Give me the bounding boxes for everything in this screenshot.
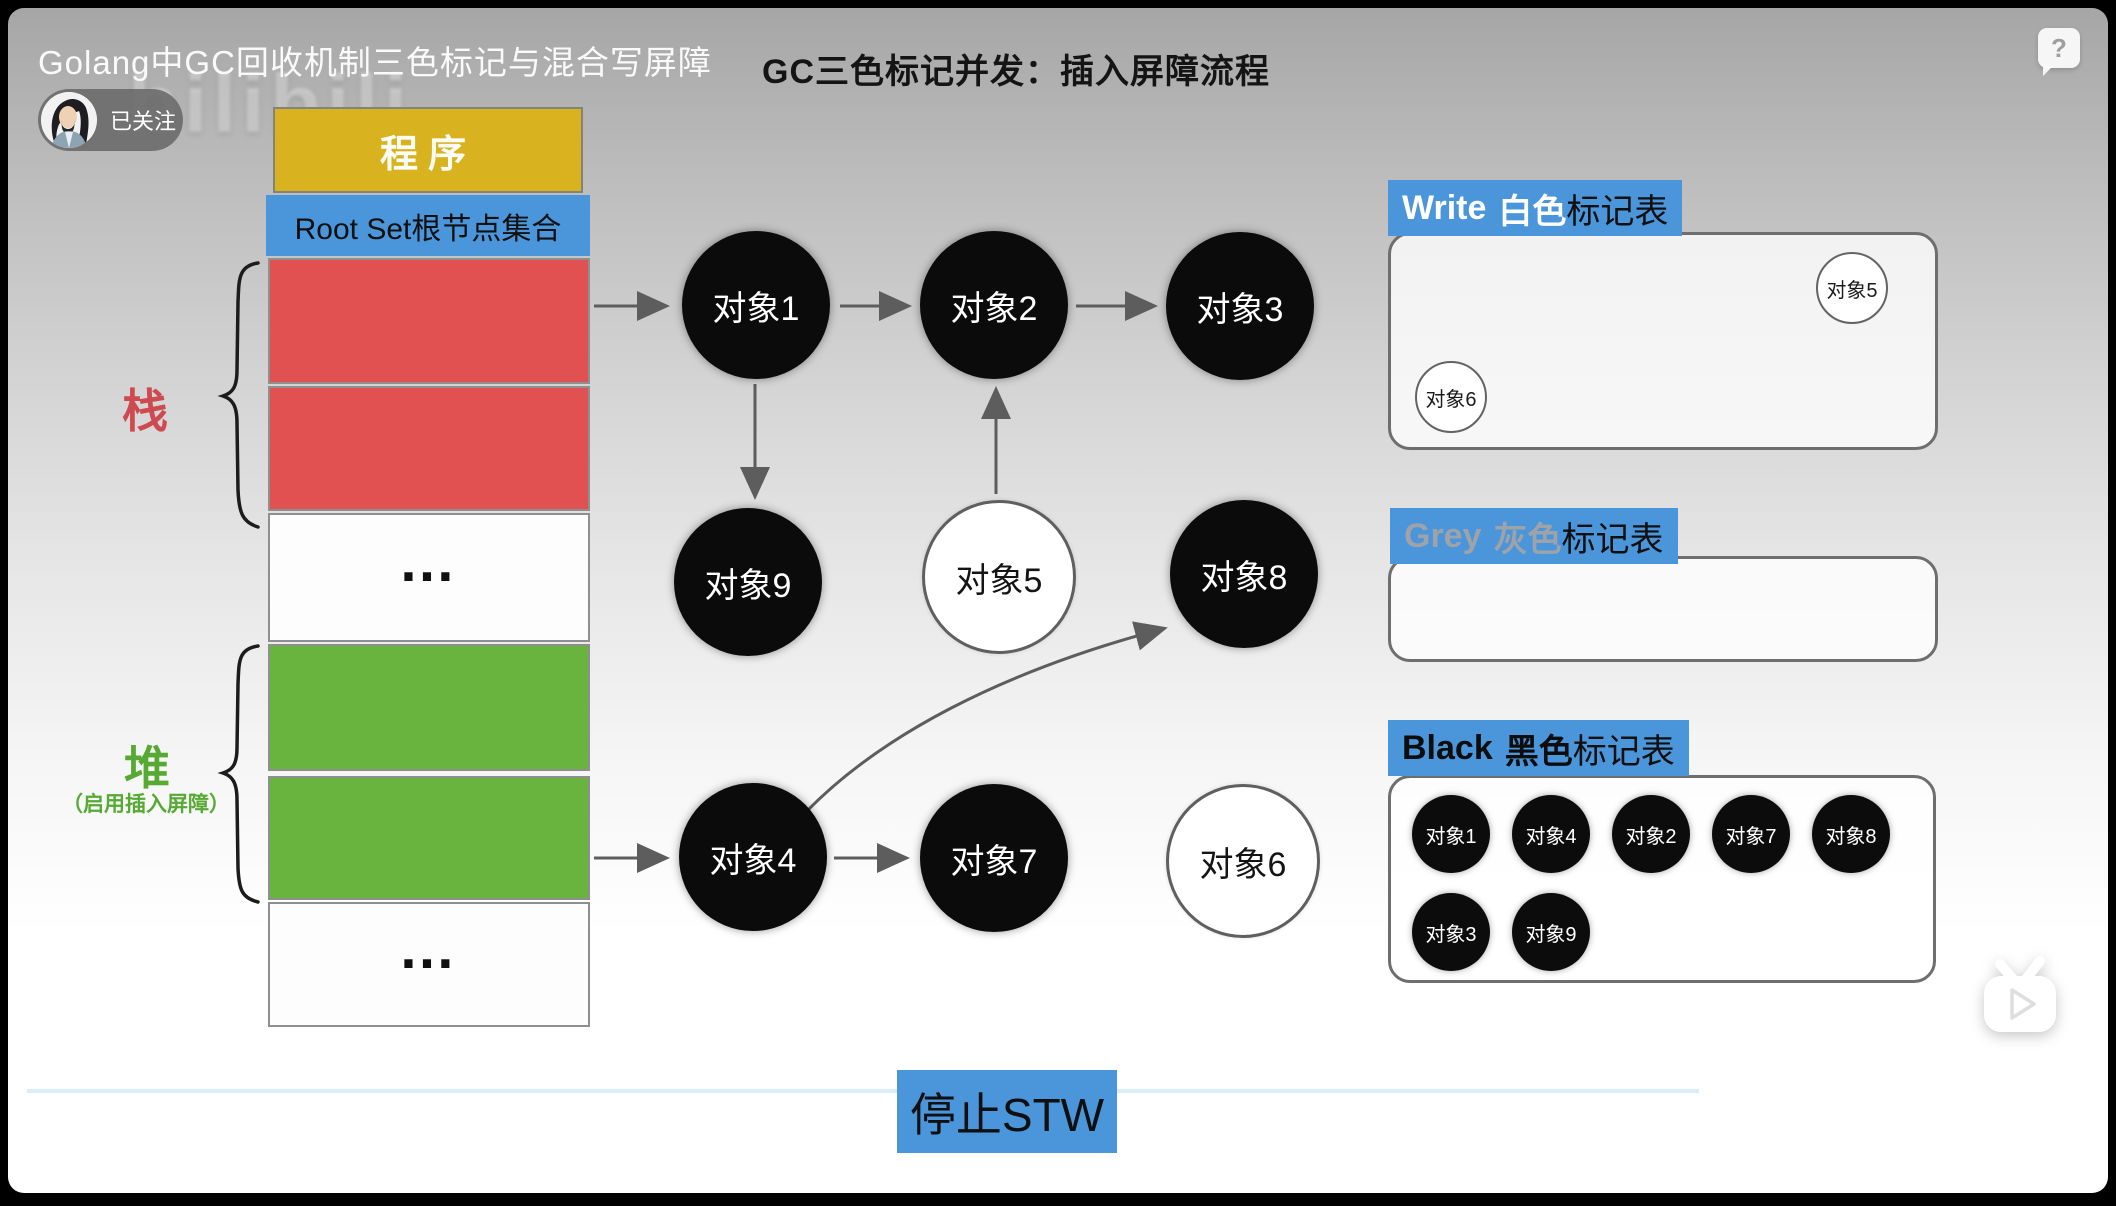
ellipsis: … [398, 529, 460, 594]
program-label: 程序 [379, 133, 476, 176]
divider-line [27, 1089, 1699, 1093]
white-table-item-obj6: 对象6 [1415, 361, 1487, 433]
grey-table-label-color: 灰色 [1493, 520, 1562, 559]
white-table-label-color: 白色 [1498, 192, 1567, 231]
graph-node-obj3: 对象3 [1166, 232, 1314, 380]
bilibili-tv-icon [1984, 956, 2056, 1032]
black-table-item: 对象4 [1512, 795, 1590, 873]
stack-ellipsis-box: … [268, 513, 590, 642]
stack-brace [217, 261, 260, 529]
heap-note: （启用插入屏障） [62, 793, 230, 816]
follow-button[interactable]: 已关注 [38, 89, 183, 151]
question-mark-icon: ? [2051, 32, 2067, 63]
black-table-label-suffix: 标记表 [1572, 732, 1675, 771]
graph-node-obj7: 对象7 [920, 784, 1068, 932]
graph-node-obj5: 对象5 [922, 500, 1076, 654]
white-table-item-obj5: 对象5 [1816, 252, 1888, 324]
avatar-illustration [41, 92, 97, 148]
root-set-box: Root Set根节点集合 [266, 195, 590, 256]
heap-block-2 [268, 776, 590, 900]
heap-ellipsis-box: … [268, 902, 590, 1027]
heap-brace [217, 644, 260, 904]
graph-node-obj2: 对象2 [920, 231, 1068, 379]
black-table-label-color: 黑色 [1504, 732, 1573, 771]
stw-status-banner: 停止STW [897, 1070, 1117, 1153]
stack-frame-2 [268, 386, 590, 511]
grey-table-box [1388, 556, 1938, 662]
black-table-label: Black 黑色 标记表 [1388, 720, 1689, 776]
help-button[interactable]: ? [2038, 28, 2080, 76]
grey-table-label: Grey 灰色 标记表 [1390, 508, 1678, 564]
black-table-item: 对象3 [1412, 893, 1490, 971]
grey-table-label-suffix: 标记表 [1561, 520, 1664, 559]
black-table-item: 对象1 [1412, 795, 1490, 873]
graph-node-obj1: 对象1 [682, 231, 830, 379]
grey-table-label-en: Grey [1404, 516, 1482, 555]
heap-block-1 [268, 644, 590, 771]
white-table-label-suffix: 标记表 [1566, 192, 1669, 231]
video-title: Golang中GC回收机制三色标记与混合写屏障 [38, 44, 712, 81]
graph-node-obj9: 对象9 [674, 508, 822, 656]
black-table-item: 对象9 [1512, 893, 1590, 971]
graph-node-obj8: 对象8 [1170, 500, 1318, 648]
white-table-label: Write 白色 标记表 [1388, 180, 1683, 236]
black-table-item: 对象8 [1812, 795, 1890, 873]
program-box: 程序 [273, 107, 583, 193]
graph-node-obj4: 对象4 [679, 783, 827, 931]
graph-node-obj6: 对象6 [1166, 784, 1320, 938]
uploader-avatar [41, 92, 97, 148]
white-table-label-en: Write [1402, 188, 1487, 227]
follow-label: 已关注 [110, 109, 177, 134]
stack-label: 栈 [122, 385, 168, 437]
ellipsis: … [398, 916, 460, 981]
black-table-items: 对象1 对象4 对象2 对象7 对象8 对象3 对象9 [1412, 795, 1914, 971]
black-table-item: 对象7 [1712, 795, 1790, 873]
heap-label: 堆 [124, 742, 170, 794]
black-table-item: 对象2 [1612, 795, 1690, 873]
slide-title: GC三色标记并发：插入屏障流程 [762, 53, 1270, 91]
edge-obj4-obj8 [804, 621, 1168, 814]
root-set-label: Root Set根节点集合 [294, 212, 562, 246]
black-table-label-en: Black [1402, 728, 1493, 767]
stack-frame-1 [268, 258, 590, 384]
